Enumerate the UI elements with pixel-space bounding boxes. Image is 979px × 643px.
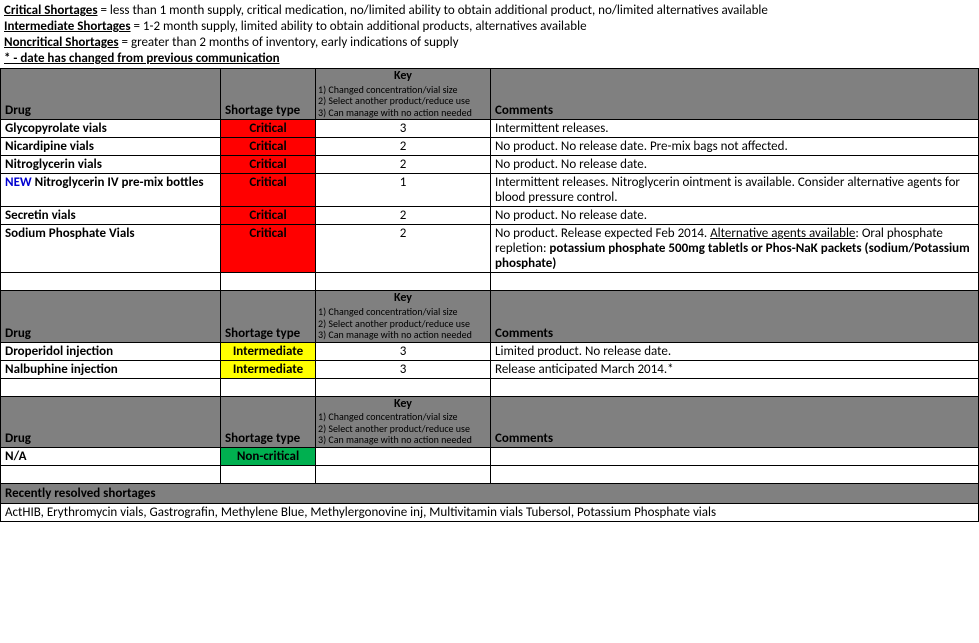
- table-row: Secretin vialsCritical2No product. No re…: [1, 207, 979, 225]
- comment-cell: [491, 447, 979, 465]
- definition-term: Critical Shortages: [4, 3, 98, 18]
- resolved-text: ActHIB, Erythromycin vials, Gastrografin…: [1, 503, 979, 521]
- header-comments: Comments: [491, 291, 979, 342]
- table-row: Nitroglycerin vialsCritical2No product. …: [1, 156, 979, 174]
- key-cell: 2: [316, 138, 491, 156]
- drug-name-cell: Nitroglycerin vials: [1, 156, 221, 174]
- header-shortage-type: Shortage type: [221, 291, 316, 342]
- resolved-row: ActHIB, Erythromycin vials, Gastrografin…: [1, 503, 979, 521]
- key-cell: 3: [316, 342, 491, 360]
- table-row: Droperidol injectionIntermediate3Limited…: [1, 342, 979, 360]
- table-row: NEW Nitroglycerin IV pre-mix bottlesCrit…: [1, 174, 979, 207]
- blank-row: [1, 378, 979, 396]
- shortage-type-cell: Critical: [221, 156, 316, 174]
- definition-text: = 1-2 month supply, limited ability to o…: [134, 19, 587, 34]
- drug-name-cell: Sodium Phosphate Vials: [1, 225, 221, 273]
- header-comments: Comments: [491, 396, 979, 447]
- key-cell: 2: [316, 207, 491, 225]
- header-drug: Drug: [1, 396, 221, 447]
- comment-cell: Intermittent releases. Nitroglycerin oin…: [491, 174, 979, 207]
- definition-noncritical: Noncritical Shortages = greater than 2 m…: [4, 35, 975, 50]
- key-cell: 2: [316, 225, 491, 273]
- table-row: Glycopyrolate vialsCritical3Intermittent…: [1, 120, 979, 138]
- resolved-title: Recently resolved shortages: [1, 483, 979, 503]
- table-row: Nalbuphine injectionIntermediate3Release…: [1, 360, 979, 378]
- definition-text: = greater than 2 months of inventory, ea…: [122, 35, 459, 50]
- table-row: Nicardipine vialsCritical2No product. No…: [1, 138, 979, 156]
- comment-cell: No product. Release expected Feb 2014. A…: [491, 225, 979, 273]
- shortage-type-cell: Critical: [221, 207, 316, 225]
- definition-critical: Critical Shortages = less than 1 month s…: [4, 3, 975, 18]
- drug-name-cell: Droperidol injection: [1, 342, 221, 360]
- comment-cell: Release anticipated March 2014.*: [491, 360, 979, 378]
- shortage-type-cell: Critical: [221, 120, 316, 138]
- shortage-type-cell: Critical: [221, 174, 316, 207]
- drug-name-cell: Nicardipine vials: [1, 138, 221, 156]
- header-shortage-type: Shortage type: [221, 69, 316, 120]
- key-cell: 1: [316, 174, 491, 207]
- drug-name-cell: NEW Nitroglycerin IV pre-mix bottles: [1, 174, 221, 207]
- definitions-block: Critical Shortages = less than 1 month s…: [0, 0, 979, 68]
- blank-row: [1, 273, 979, 291]
- blank-row: [1, 465, 979, 483]
- key-cell: 3: [316, 120, 491, 138]
- definition-term: Noncritical Shortages: [4, 35, 119, 50]
- table-row: Sodium Phosphate VialsCritical2No produc…: [1, 225, 979, 273]
- drug-name-cell: N/A: [1, 447, 221, 465]
- key-cell: 2: [316, 156, 491, 174]
- key-cell: [316, 447, 491, 465]
- header-drug: Drug: [1, 291, 221, 342]
- shortage-type-cell: Non-critical: [221, 447, 316, 465]
- header-drug: Drug: [1, 69, 221, 120]
- star-note: * - date has changed from previous commu…: [4, 51, 975, 66]
- table-header-row: DrugShortage typeKey1) Changed concentra…: [1, 396, 979, 447]
- table-header-row: DrugShortage typeKey1) Changed concentra…: [1, 69, 979, 120]
- comment-cell: No product. No release date. Pre-mix bag…: [491, 138, 979, 156]
- comment-cell: Limited product. No release date.: [491, 342, 979, 360]
- shortage-type-cell: Intermediate: [221, 342, 316, 360]
- header-key: Key1) Changed concentration/vial size2) …: [316, 396, 491, 447]
- definition-intermediate: Intermediate Shortages = 1-2 month suppl…: [4, 19, 975, 34]
- header-shortage-type: Shortage type: [221, 396, 316, 447]
- definition-term: Intermediate Shortages: [4, 19, 131, 34]
- shortage-type-cell: Intermediate: [221, 360, 316, 378]
- drug-name-cell: Nalbuphine injection: [1, 360, 221, 378]
- drug-name-cell: Secretin vials: [1, 207, 221, 225]
- key-cell: 3: [316, 360, 491, 378]
- resolved-header-row: Recently resolved shortages: [1, 483, 979, 503]
- definition-text: = less than 1 month supply, critical med…: [100, 3, 767, 18]
- drug-name-cell: Glycopyrolate vials: [1, 120, 221, 138]
- table-row: N/ANon-critical: [1, 447, 979, 465]
- header-comments: Comments: [491, 69, 979, 120]
- header-key: Key1) Changed concentration/vial size2) …: [316, 69, 491, 120]
- comment-cell: No product. No release date.: [491, 207, 979, 225]
- shortage-table: DrugShortage typeKey1) Changed concentra…: [0, 68, 979, 522]
- shortage-type-cell: Critical: [221, 225, 316, 273]
- comment-cell: Intermittent releases.: [491, 120, 979, 138]
- header-key: Key1) Changed concentration/vial size2) …: [316, 291, 491, 342]
- shortage-type-cell: Critical: [221, 138, 316, 156]
- table-header-row: DrugShortage typeKey1) Changed concentra…: [1, 291, 979, 342]
- comment-cell: No product. No release date.: [491, 156, 979, 174]
